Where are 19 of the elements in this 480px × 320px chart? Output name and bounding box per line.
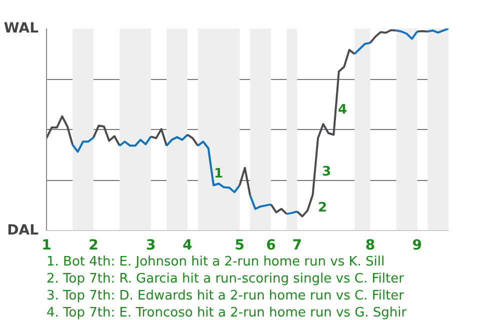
text: 1. Bot 4th: E. Johnson hit a 2-run home run vs K. Sill <box>46 254 385 270</box>
annotation: 2 <box>318 200 328 216</box>
x-tick-label: 1 <box>42 238 52 254</box>
x-tick-label: 4 <box>182 238 193 254</box>
x-tick-label: 9 <box>412 238 422 254</box>
annotation: 3 <box>322 164 332 180</box>
x-tick-label: 7 <box>292 238 302 254</box>
annotation: 4 <box>338 102 348 118</box>
x-tick-label: 3 <box>146 238 156 254</box>
text: 3. Top 7th: D. Edwards hit a 2-run home run vs C. Filter <box>46 288 405 304</box>
x-tick-label: 5 <box>234 238 245 254</box>
text: WAL <box>4 20 39 36</box>
x-tick-label: 8 <box>365 238 376 254</box>
x-tick-label: 6 <box>266 238 276 254</box>
x-tick-label: 2 <box>88 238 98 254</box>
text: 4. Top 7th: E. Troncoso hit a 2-run home run vs G. Sghir <box>46 306 408 320</box>
text: DAL <box>7 222 39 238</box>
annotation: 1 <box>214 166 224 182</box>
text: 2. Top 7th: R. Garcia hit a run-scoring single vs C. Filter <box>46 272 405 286</box>
